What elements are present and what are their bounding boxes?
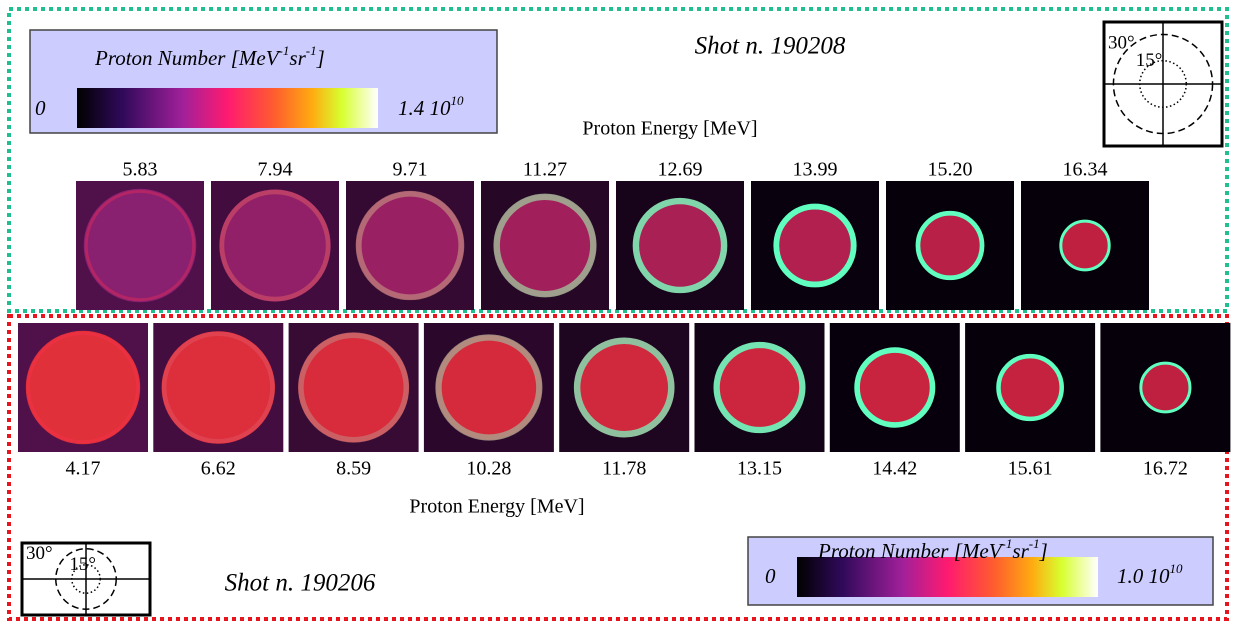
- angle-label: 15°: [1136, 50, 1163, 71]
- colorbar-label: Proton Number [MeV-1sr-1]: [94, 43, 325, 70]
- proton-image: [886, 181, 1014, 310]
- proton-image: [830, 323, 960, 452]
- label-part: sr: [1012, 539, 1029, 563]
- label-part: ]: [1039, 539, 1048, 563]
- shot-title: Shot n. 190206: [225, 570, 376, 597]
- energy-label: 12.69: [658, 159, 703, 181]
- label-part: sr: [289, 46, 306, 70]
- colorbar: [77, 88, 378, 128]
- label-part: Proton Number [MeV: [817, 539, 1004, 563]
- energy-axis-label: Proton Energy [MeV]: [582, 118, 757, 140]
- proton-image: [1021, 181, 1149, 310]
- proton-image: [481, 181, 609, 310]
- proton-image: [153, 323, 283, 452]
- energy-label: 8.59: [336, 458, 371, 480]
- angle-label: 15°: [69, 554, 96, 575]
- proton-image: [76, 181, 204, 310]
- proton-image: [559, 323, 689, 452]
- colorbar: [797, 557, 1098, 597]
- energy-label: 14.42: [872, 458, 917, 480]
- proton-image: [18, 323, 148, 452]
- energy-label: 16.72: [1143, 458, 1188, 480]
- energy-axis-label: Proton Energy [MeV]: [409, 496, 584, 518]
- proton-image: [346, 181, 474, 310]
- proton-image: [1100, 323, 1230, 452]
- energy-label: 13.15: [737, 458, 782, 480]
- superscript: -1: [1002, 536, 1013, 551]
- angle-label: 30°: [26, 543, 53, 564]
- energy-label: 9.71: [393, 159, 428, 181]
- colorbar-min: 0: [35, 96, 46, 120]
- energy-label: 11.78: [602, 458, 646, 480]
- superscript: -1: [279, 43, 290, 58]
- proton-image: [289, 323, 419, 452]
- label-part: 1.0 10: [1117, 564, 1170, 588]
- colorbar-min: 0: [765, 564, 776, 588]
- energy-label: 16.34: [1063, 159, 1108, 181]
- shot-title: Shot n. 190208: [695, 33, 846, 60]
- proton-image: [424, 323, 554, 452]
- label-part: 1.4 10: [398, 96, 451, 120]
- beam-fill: [84, 189, 197, 303]
- superscript: 10: [451, 93, 465, 108]
- proton-image: [751, 181, 879, 310]
- energy-label: 11.27: [523, 159, 567, 181]
- energy-label: 15.61: [1008, 458, 1053, 480]
- energy-label: 6.62: [201, 458, 236, 480]
- energy-label: 13.99: [793, 159, 838, 181]
- colorbar-label: Proton Number [MeV-1sr-1]: [817, 536, 1048, 563]
- superscript: -1: [1029, 536, 1040, 551]
- proton-image: [965, 323, 1095, 452]
- energy-label: 15.20: [928, 159, 973, 181]
- proton-image: [211, 181, 339, 310]
- energy-label: 5.83: [123, 159, 158, 181]
- proton-image: [616, 181, 744, 310]
- energy-label: 7.94: [258, 159, 293, 181]
- energy-label: 4.17: [66, 458, 101, 480]
- figure: Proton Number [MeV-1sr-1]01.4 1010Shot n…: [0, 0, 1236, 626]
- label-part: ]: [316, 46, 325, 70]
- energy-label: 10.28: [466, 458, 511, 480]
- proton-image: [695, 323, 825, 452]
- beam-fill: [26, 331, 140, 445]
- superscript: 10: [1170, 561, 1184, 576]
- angle-label: 30°: [1108, 33, 1135, 54]
- superscript: -1: [306, 43, 317, 58]
- label-part: Proton Number [MeV: [94, 46, 281, 70]
